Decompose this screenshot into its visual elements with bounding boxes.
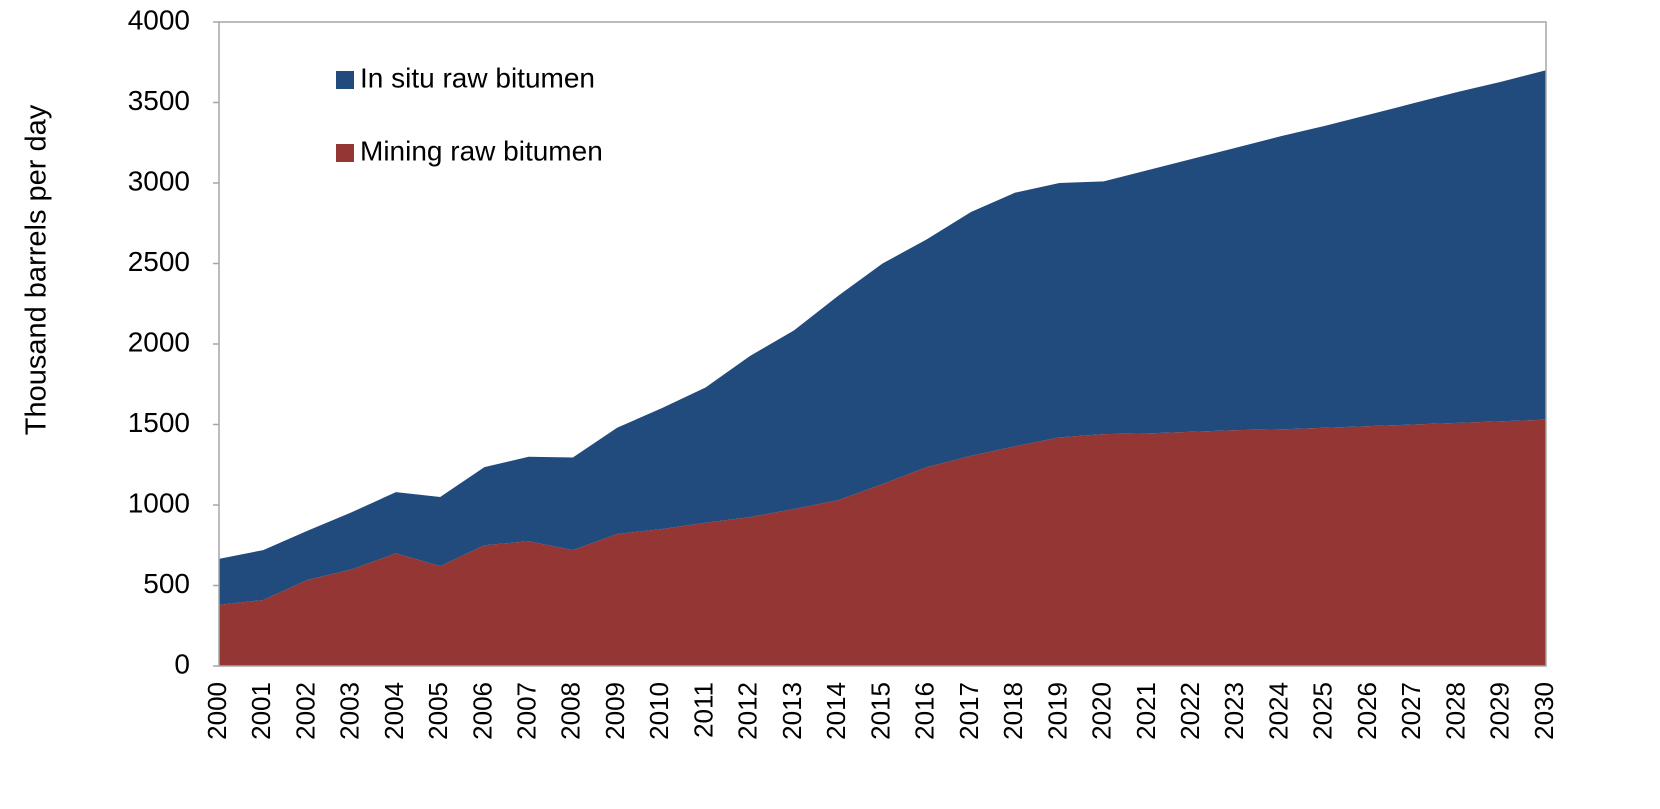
area: [219, 70, 1546, 605]
x-tick-label: 2014: [821, 682, 851, 740]
x-tick-label: 2015: [865, 682, 895, 740]
legend-item: Mining raw bitumen: [336, 135, 603, 166]
x-tick-label: 2029: [1485, 682, 1515, 740]
x-tick-label: 2001: [246, 682, 276, 740]
y-axis-label: Thousand barrels per day: [21, 104, 53, 435]
x-tick-label: 2017: [954, 682, 984, 740]
x-tick-label: 2025: [1308, 682, 1338, 740]
x-tick-label: 2008: [556, 682, 586, 740]
x-tick-label: 2024: [1263, 682, 1293, 740]
x-tick-label: 2020: [1087, 682, 1117, 740]
legend-swatch: [336, 71, 354, 89]
y-tick-label: 0: [174, 648, 190, 679]
x-tick-label: 2013: [777, 682, 807, 740]
x-tick-label: 2023: [1219, 682, 1249, 740]
x-tick-label: 2004: [379, 682, 409, 740]
x-tick-label: 2019: [1042, 682, 1072, 740]
x-tick-label: 2027: [1396, 682, 1426, 740]
area: [219, 419, 1546, 666]
x-tick-label: 2011: [688, 682, 718, 738]
x-tick-label: 2016: [910, 682, 940, 740]
y-tick-label: 1500: [128, 407, 190, 438]
y-tick-label: 2500: [128, 246, 190, 277]
x-tick-label: 2006: [467, 682, 497, 740]
x-tick-label: 2007: [512, 682, 542, 740]
x-tick-label: 2021: [1131, 682, 1161, 740]
y-tick-label: 3500: [128, 85, 190, 116]
x-tick-label: 2028: [1440, 682, 1470, 740]
x-tick-label: 2005: [423, 682, 453, 740]
x-tick-label: 2009: [600, 682, 630, 740]
x-tick-label: 2022: [1175, 682, 1205, 740]
legend-label: In situ raw bitumen: [360, 62, 595, 93]
y-tick-label: 2000: [128, 326, 190, 357]
x-tick-label: 2003: [335, 682, 365, 740]
legend-label: Mining raw bitumen: [360, 135, 603, 166]
y-tick-label: 4000: [128, 4, 190, 35]
y-tick-label: 3000: [128, 165, 190, 196]
x-tick-label: 2010: [644, 682, 674, 740]
x-tick-label: 2030: [1529, 682, 1559, 740]
x-tick-label: 2026: [1352, 682, 1382, 740]
legend-item: In situ raw bitumen: [336, 62, 595, 93]
x-tick-label: 2012: [733, 682, 763, 740]
x-tick-label: 2002: [290, 682, 320, 740]
x-tick-label: 2000: [202, 682, 232, 740]
y-tick-label: 500: [143, 568, 190, 599]
x-tick-label: 2018: [998, 682, 1028, 740]
legend-swatch: [336, 144, 354, 162]
y-tick-label: 1000: [128, 487, 190, 518]
